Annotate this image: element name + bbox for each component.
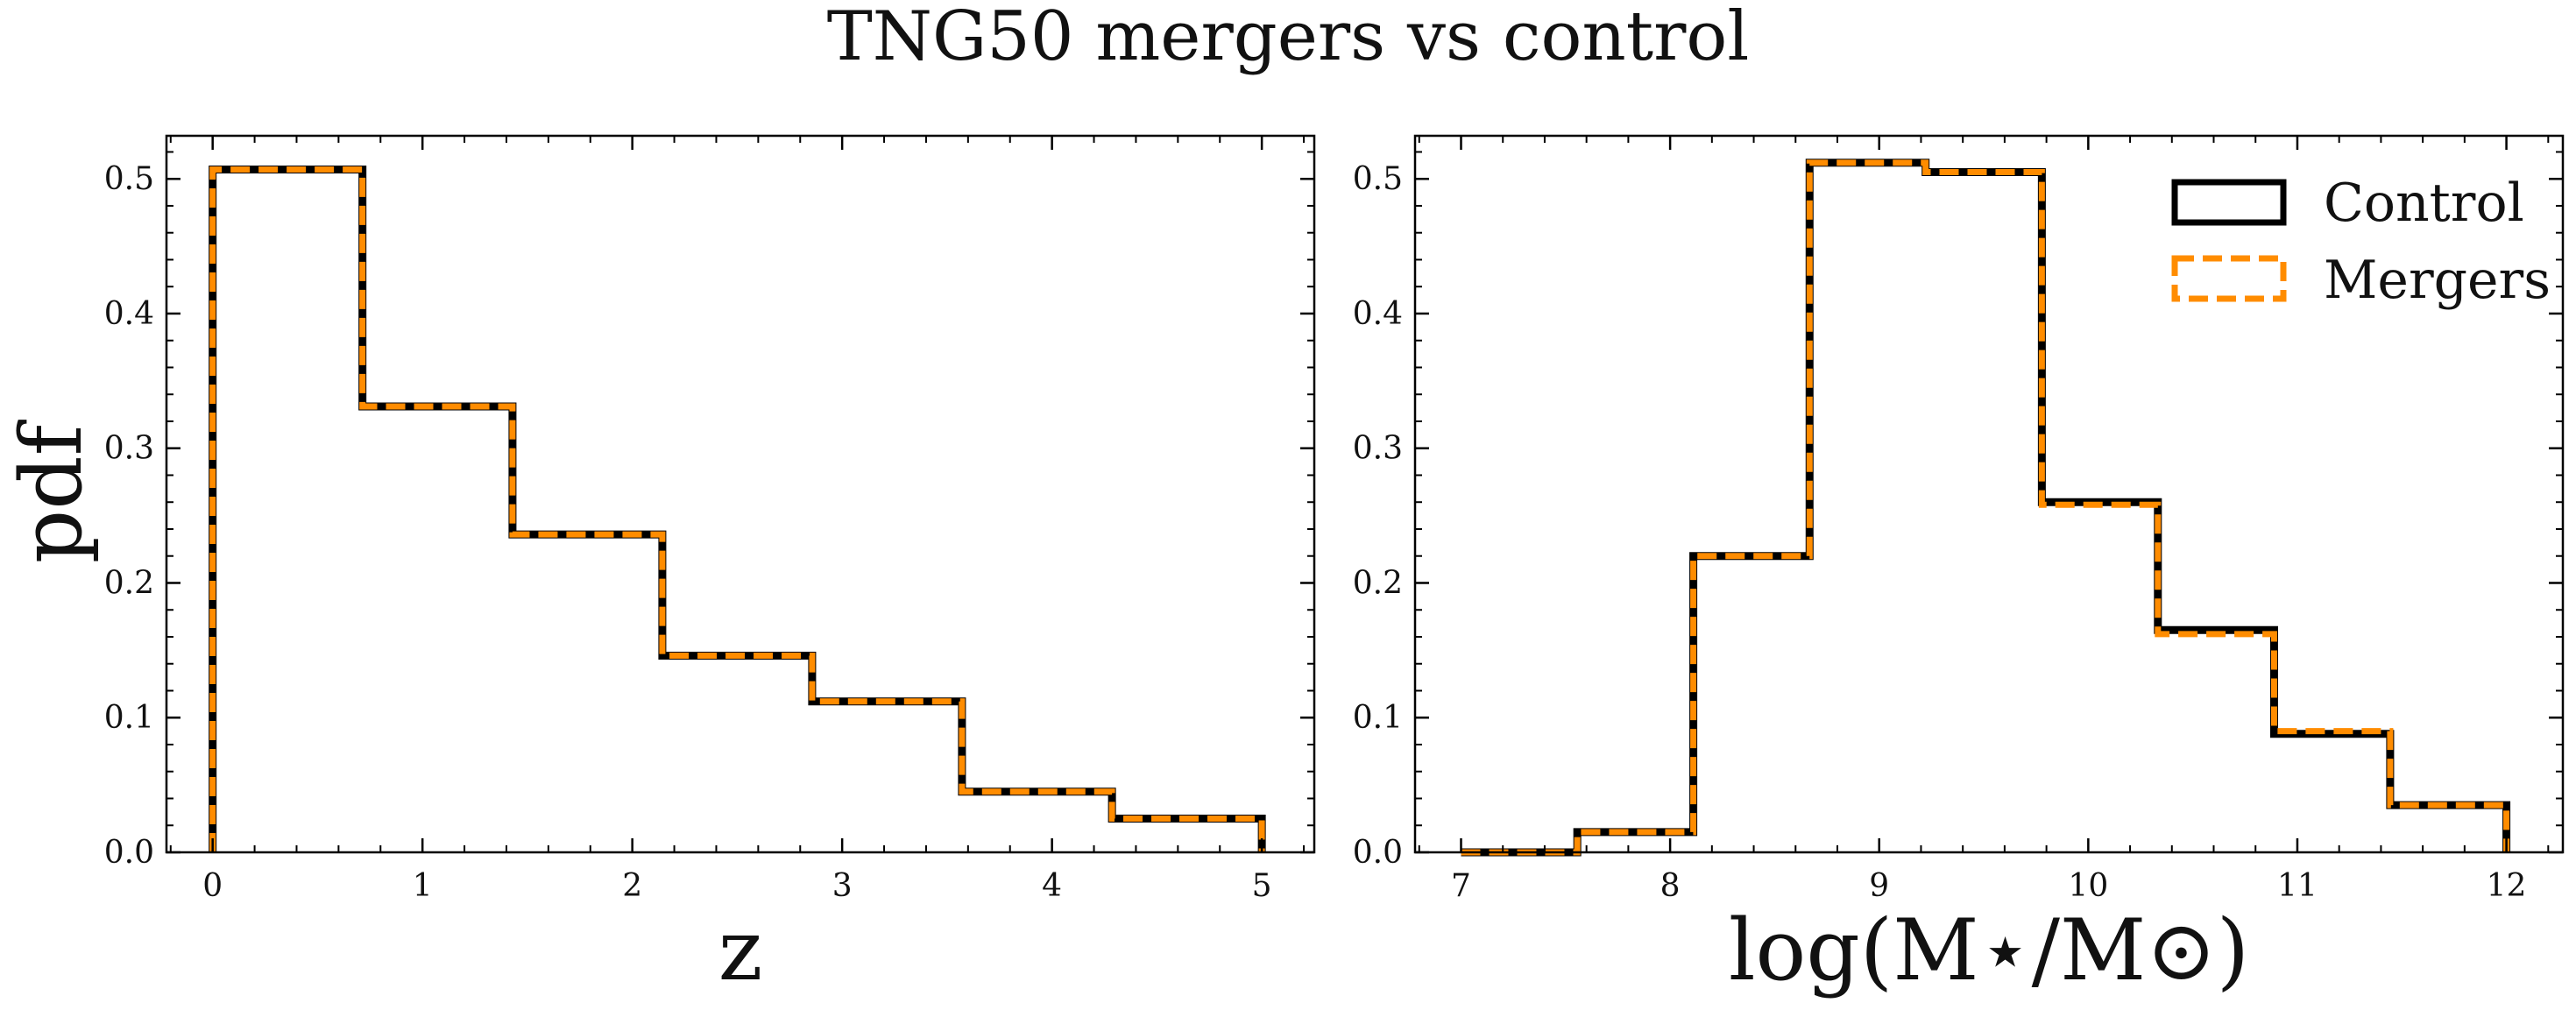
left-axes-frame — [165, 134, 1316, 854]
left-ytick-label: 0.5 — [104, 161, 154, 197]
right-ytick-label: 0.5 — [1353, 161, 1403, 197]
right-ticks: 7 8 9 10 11 12 0.0 0.1 0.2 0.3 0.4 0.5 — [1353, 136, 2563, 904]
right-ytick-label: 0.3 — [1353, 431, 1403, 467]
right-plot-area — [1461, 159, 2511, 857]
left-ytick-label: 0.3 — [104, 431, 154, 467]
left-xtick-label: 2 — [622, 868, 642, 904]
left-ticks: 0 1 2 3 4 5 0.0 0.1 0.2 0.3 0.4 0.5 — [104, 136, 1314, 904]
legend-mergers-swatch — [2171, 255, 2287, 302]
right-ytick-label: 0.0 — [1353, 835, 1403, 871]
right-xtick-label: 9 — [1869, 868, 1889, 904]
left-ytick-label: 0.1 — [104, 700, 154, 736]
right-xtick-label: 12 — [2487, 868, 2527, 904]
legend-mergers-label: Mergers — [2324, 250, 2551, 311]
legend-control-label: Control — [2324, 173, 2524, 234]
panel-right: 7 8 9 10 11 12 0.0 0.1 0.2 0.3 0.4 0.5 log(M⋆/M⊙) C… — [1353, 134, 2565, 999]
left-ylabel: pdf — [3, 419, 101, 563]
left-xtick-label: 5 — [1252, 868, 1272, 904]
left-xlabel: z — [718, 901, 763, 999]
legend: Control Mergers — [2171, 173, 2551, 311]
left-xtick-label: 4 — [1042, 868, 1062, 904]
left-ytick-label: 0.4 — [104, 296, 154, 332]
right-series-mergers — [1461, 159, 2510, 856]
right-ytick-label: 0.4 — [1353, 296, 1403, 332]
left-plot-area — [209, 165, 1266, 852]
left-xtick-label: 0 — [202, 868, 223, 904]
left-ytick-label: 0.0 — [104, 835, 154, 871]
right-xtick-label: 8 — [1660, 868, 1681, 904]
right-xtick-label: 7 — [1451, 868, 1471, 904]
right-xtick-label: 10 — [2068, 868, 2108, 904]
left-ytick-label: 0.2 — [104, 565, 154, 601]
right-xlabel: log(M⋆/M⊙) — [1729, 901, 2249, 999]
panel-left: 0 1 2 3 4 5 0.0 0.1 0.2 0.3 0.4 0.5 pdf z — [3, 134, 1316, 999]
left-series-control — [209, 165, 1266, 852]
left-xtick-label: 1 — [413, 868, 433, 904]
right-ytick-label: 0.2 — [1353, 565, 1403, 601]
left-xtick-label: 3 — [832, 868, 853, 904]
right-ytick-label: 0.1 — [1353, 700, 1403, 736]
legend-control-swatch — [2171, 179, 2287, 226]
left-series-mergers — [209, 166, 1265, 852]
right-xtick-label: 11 — [2277, 868, 2318, 904]
figure-title: TNG50 mergers vs control — [827, 0, 1750, 76]
right-axes-frame — [1413, 134, 2565, 854]
